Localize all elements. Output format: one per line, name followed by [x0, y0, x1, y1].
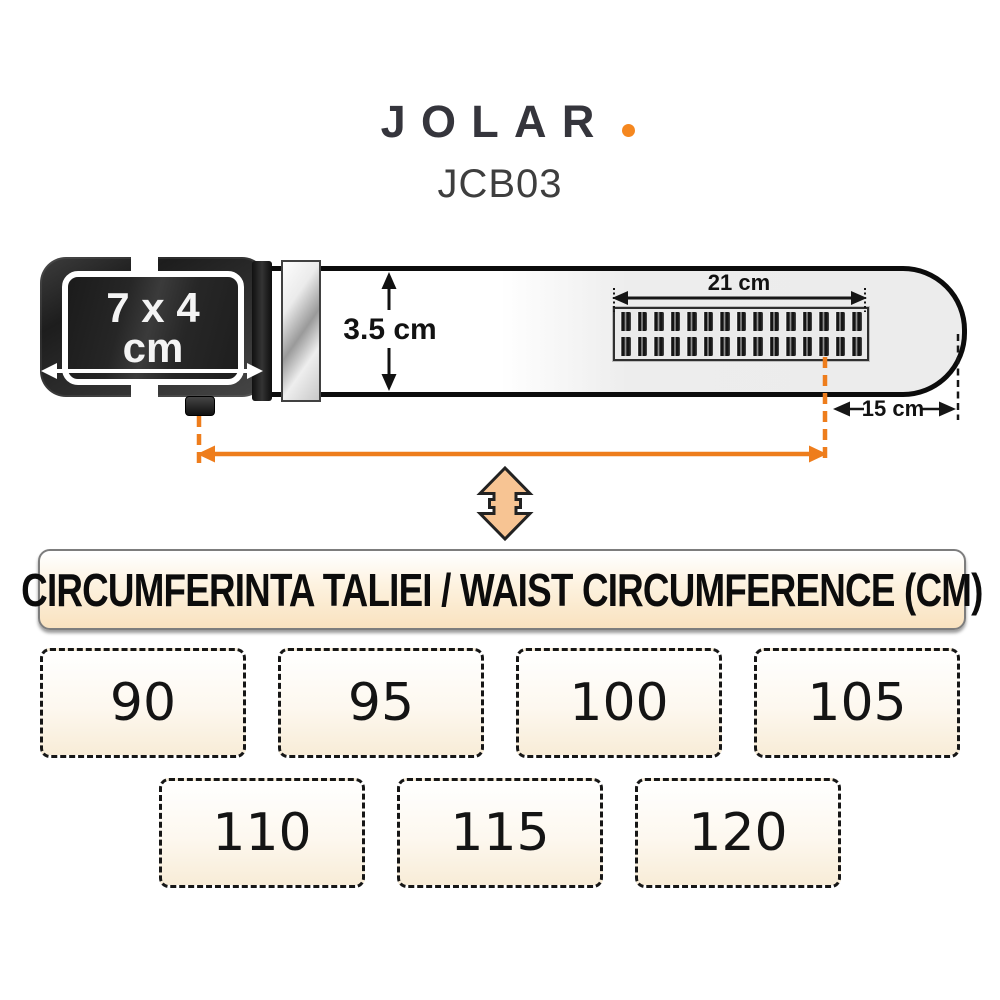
tip-length-label: 15 cm	[861, 396, 925, 421]
buckle-release-knob	[185, 396, 215, 416]
ratchet-tooth	[818, 337, 829, 356]
ratchet-tooth	[653, 337, 664, 356]
size-option-110: 110	[159, 778, 365, 888]
size-option-105: 105	[754, 648, 960, 758]
ratchet-tooth	[785, 337, 796, 356]
ratchet-tooth	[653, 312, 664, 331]
ratchet-tooth	[719, 337, 730, 356]
ratchet-tooth	[735, 337, 747, 356]
size-chart-header-text: CIRCUMFERINTA TALIEI / WAIST CIRCUMFEREN…	[21, 563, 983, 616]
ratchet-tooth	[785, 312, 796, 331]
ratchet-tooth	[752, 312, 763, 331]
strap-width-label: 3.5 cm	[343, 313, 437, 346]
ratchet-tooth	[818, 312, 829, 331]
ratchet-tooth	[851, 337, 862, 356]
brand-logo-dot-icon	[621, 124, 635, 137]
ratchet-tooth	[768, 312, 780, 331]
size-option-100: 100	[516, 648, 722, 758]
ratchet-tooth	[636, 337, 648, 356]
buckle-face-plate: 7 x 4 cm	[62, 271, 244, 385]
ratchet-tooth	[669, 312, 681, 331]
ratchet-tooth	[768, 337, 780, 356]
up-down-arrow-icon	[476, 465, 534, 542]
model-row: JCB03	[0, 162, 1000, 207]
ratchet-tooth	[686, 312, 697, 331]
ratchet-tooth	[834, 312, 846, 331]
brand-logo-text: JOLAR	[380, 96, 610, 147]
ratchet-tooth	[636, 312, 648, 331]
brand-logo: JOLAR	[0, 96, 1000, 148]
ratchet-tooth	[735, 312, 747, 331]
ratchet-tooth	[620, 312, 631, 331]
size-row-2: 110 115 120	[159, 778, 841, 888]
ratchet-tooth	[702, 337, 714, 356]
size-chart-header: CIRCUMFERINTA TALIEI / WAIST CIRCUMFEREN…	[21, 549, 983, 630]
size-option-90: 90	[40, 648, 246, 758]
size-option-120: 120	[635, 778, 841, 888]
model-code: JCB03	[437, 162, 563, 206]
ratchet-tooth	[669, 337, 681, 356]
track-length-label: 21 cm	[707, 270, 771, 295]
ratchet-tooth	[801, 312, 813, 331]
metal-keeper-loop	[281, 260, 321, 402]
size-option-115: 115	[397, 778, 603, 888]
ratchet-tooth	[620, 337, 631, 356]
ratchet-tooth	[752, 337, 763, 356]
ratchet-tooth	[719, 312, 730, 331]
buckle-size-label-line2: cm	[122, 324, 184, 371]
ratchet-tooth	[834, 337, 846, 356]
ratchet-track	[613, 307, 869, 361]
ratchet-tooth	[801, 337, 813, 356]
buckle-size-label-line1: 7 x 4	[106, 284, 200, 331]
size-row-1: 90 95 100 105	[40, 648, 960, 758]
ratchet-tooth	[702, 312, 714, 331]
ratchet-tooth	[686, 337, 697, 356]
size-option-95: 95	[278, 648, 484, 758]
ratchet-tooth	[851, 312, 862, 331]
buckle-strap-connector	[252, 261, 272, 401]
